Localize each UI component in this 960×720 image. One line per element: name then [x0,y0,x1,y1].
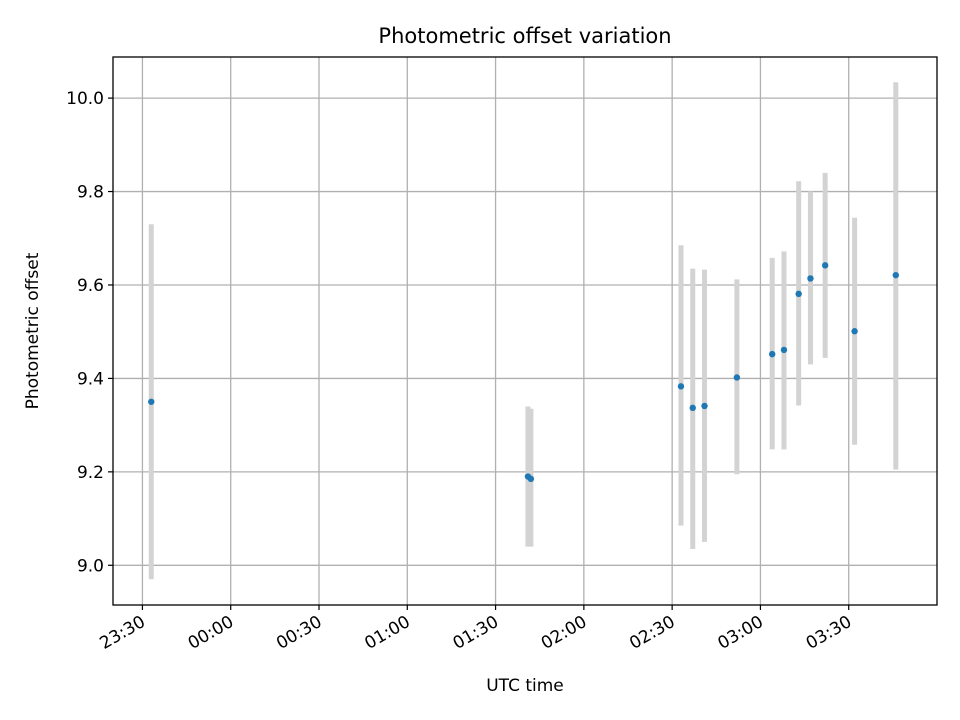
y-tick-label: 10.0 [66,89,104,109]
data-point [148,398,155,405]
chart-title: Photometric offset variation [378,24,671,48]
data-point [527,475,535,483]
data-point [795,290,802,298]
data-point [807,275,814,282]
data-point [733,374,741,381]
data-point [689,404,696,412]
y-tick-label: 9.6 [77,276,104,296]
data-point [701,402,708,410]
x-axis-title: UTC time [486,676,564,696]
data-point [677,383,685,390]
data-point [780,346,788,354]
data-point [769,350,776,358]
data-points [148,262,899,483]
data-point [821,262,829,269]
data-point [851,328,858,335]
y-tick-label: 9.0 [77,556,104,576]
data-point [892,271,899,279]
y-axis-ticks: 9.0 9.2 9.4 9.6 9.8 10.0 [66,89,113,576]
y-axis-title: Photometric offset [23,252,43,409]
y-tick-label: 9.4 [77,369,104,389]
y-tick-label: 9.8 [77,183,104,203]
plot-frame [112,56,938,606]
y-tick-label: 9.2 [77,463,104,483]
